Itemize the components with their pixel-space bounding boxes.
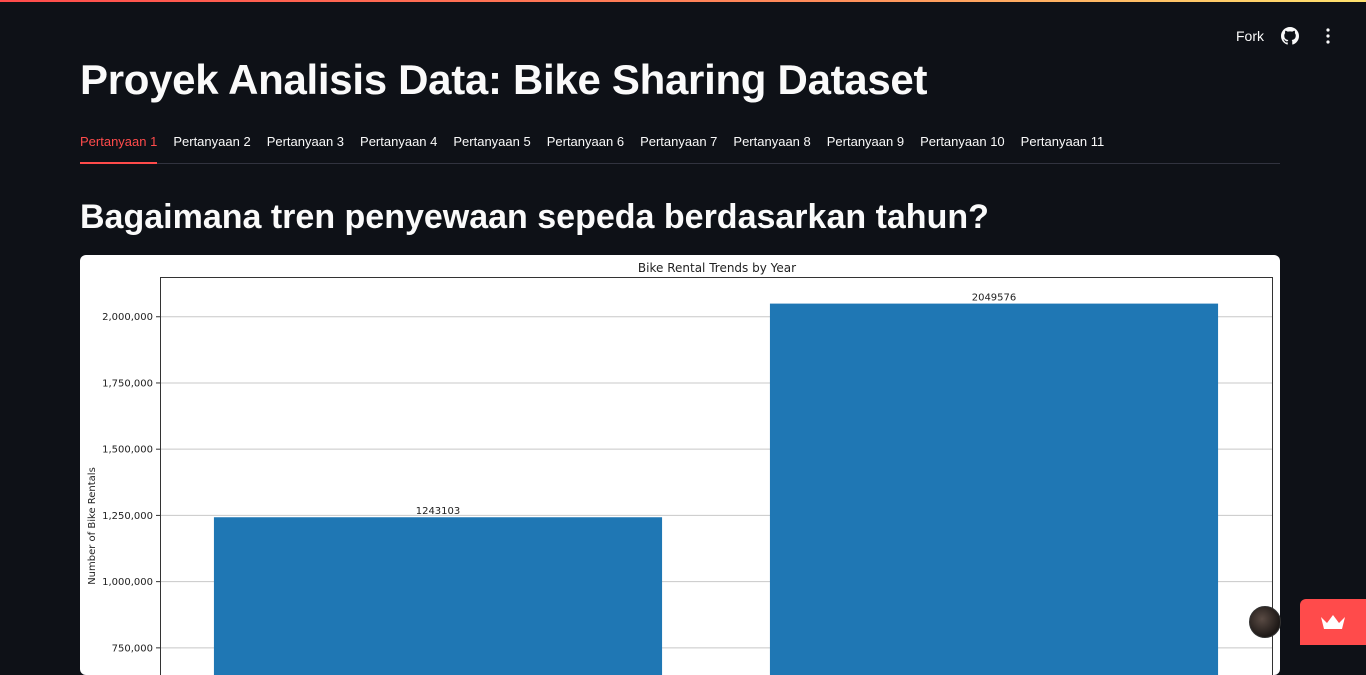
tab-pertanyaan-7[interactable]: Pertanyaan 7: [640, 130, 717, 163]
kebab-menu-icon[interactable]: [1316, 24, 1340, 48]
tab-pertanyaan-8[interactable]: Pertanyaan 8: [733, 130, 810, 163]
tab-pertanyaan-2[interactable]: Pertanyaan 2: [173, 130, 250, 163]
top-decoration-bar: [0, 0, 1366, 2]
tab-pertanyaan-10[interactable]: Pertanyaan 10: [920, 130, 1005, 163]
bar-1: [214, 517, 662, 675]
page-title: Proyek Analisis Data: Bike Sharing Datas…: [80, 56, 927, 104]
fork-button[interactable]: Fork: [1236, 28, 1264, 44]
y-tick-label: 1,000,000: [102, 577, 153, 588]
bar-2: [770, 304, 1218, 675]
y-tick-label: 2,000,000: [102, 312, 153, 323]
question-tabs: Pertanyaan 1 Pertanyaan 2 Pertanyaan 3 Pert…: [80, 130, 1280, 164]
app-toolbar: Fork: [1236, 24, 1340, 48]
tab-pertanyaan-5[interactable]: Pertanyaan 5: [453, 130, 530, 163]
section-heading: Bagaimana tren penyewaan sepeda berdasar…: [80, 198, 989, 237]
tab-pertanyaan-6[interactable]: Pertanyaan 6: [547, 130, 624, 163]
tab-pertanyaan-1[interactable]: Pertanyaan 1: [80, 130, 157, 163]
chart-card: Bike Rental Trends by Year 750,000 1,000,…: [80, 255, 1280, 675]
bar-chart: Bike Rental Trends by Year 750,000 1,000,…: [80, 255, 1280, 675]
y-axis-label: Number of Bike Rentals: [87, 467, 98, 585]
y-tick-label: 1,250,000: [102, 511, 153, 522]
bar-value-label: 2049576: [972, 293, 1017, 304]
github-icon[interactable]: [1278, 24, 1302, 48]
y-tick-label: 750,000: [112, 643, 153, 654]
y-tick-label: 1,750,000: [102, 378, 153, 389]
tab-pertanyaan-4[interactable]: Pertanyaan 4: [360, 130, 437, 163]
chart-title: Bike Rental Trends by Year: [638, 261, 796, 275]
tab-pertanyaan-9[interactable]: Pertanyaan 9: [827, 130, 904, 163]
streamlit-crown-icon: [1320, 614, 1346, 630]
tab-pertanyaan-11[interactable]: Pertanyaan 11: [1021, 130, 1105, 163]
tab-pertanyaan-3[interactable]: Pertanyaan 3: [267, 130, 344, 163]
y-tick-label: 1,500,000: [102, 445, 153, 456]
streamlit-badge[interactable]: [1300, 599, 1366, 645]
user-avatar[interactable]: [1249, 606, 1281, 638]
bar-value-label: 1243103: [416, 506, 461, 517]
